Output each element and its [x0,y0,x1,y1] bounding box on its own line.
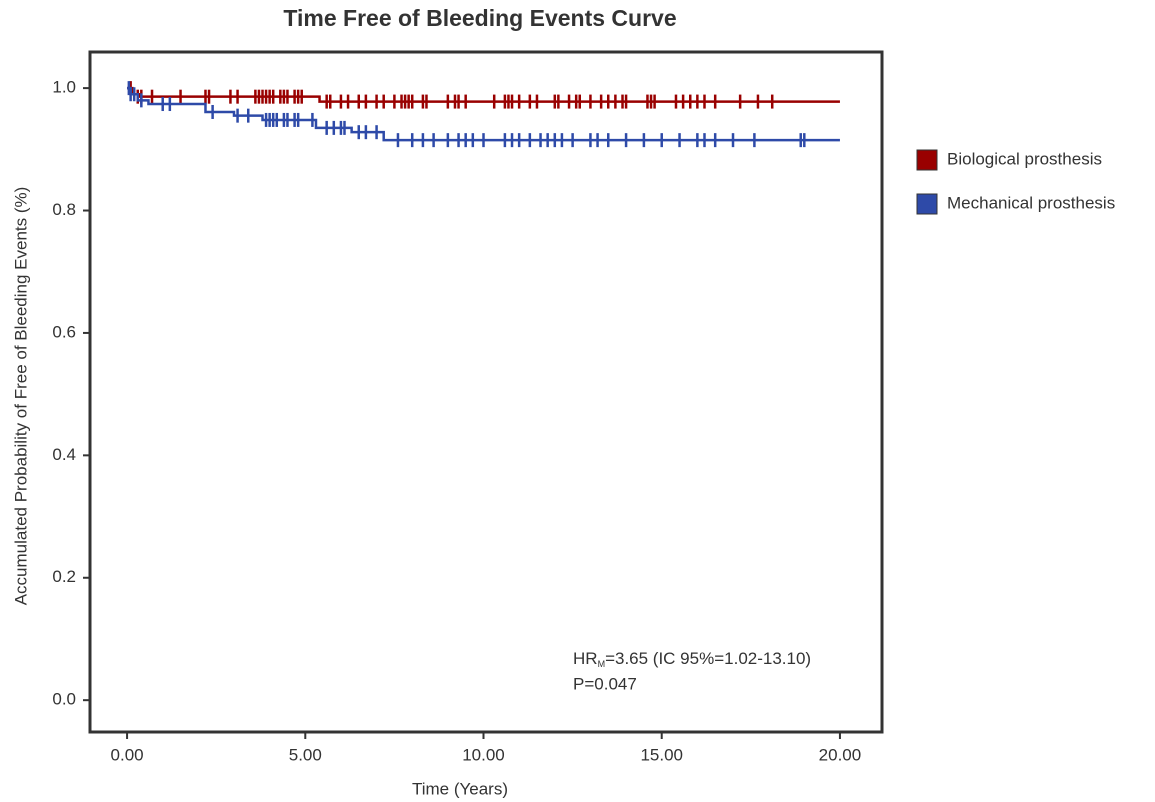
y-axis-label: Accumulated Probability of Free of Bleed… [11,187,30,606]
survival-curve [127,86,840,142]
hr-text: HR [573,649,598,668]
x-axis-label: Time (Years) [412,779,508,798]
survival-curve [127,86,840,103]
annotation-hr: HRM=3.65 (IC 95%=1.02-13.10) [573,649,811,669]
y-tick-label: 1.0 [52,78,76,97]
y-tick-label: 0.6 [52,322,76,341]
hr-subscript: M [598,659,606,669]
plot-frame [88,50,884,734]
y-tick-label: 0.4 [52,445,76,464]
legend-swatch [916,149,938,171]
y-tick-label: 0.0 [52,690,76,709]
y-tick-label: 0.2 [52,567,76,586]
x-tick-label: 10.00 [462,745,505,764]
legend-label: Mechanical prosthesis [947,193,1115,212]
x-tick-label: 20.00 [819,745,862,764]
x-tick-label: 15.00 [640,745,683,764]
hr-value: =3.65 (IC 95%=1.02-13.10) [605,649,811,668]
legend-swatch [916,193,938,215]
x-tick-label: 5.00 [289,745,322,764]
annotation-p: P=0.047 [573,674,637,693]
y-tick-label: 0.8 [52,200,76,219]
x-tick-label: 0.00 [111,745,144,764]
chart-title: Time Free of Bleeding Events Curve [283,5,676,31]
legend-label: Biological prosthesis [947,149,1102,168]
